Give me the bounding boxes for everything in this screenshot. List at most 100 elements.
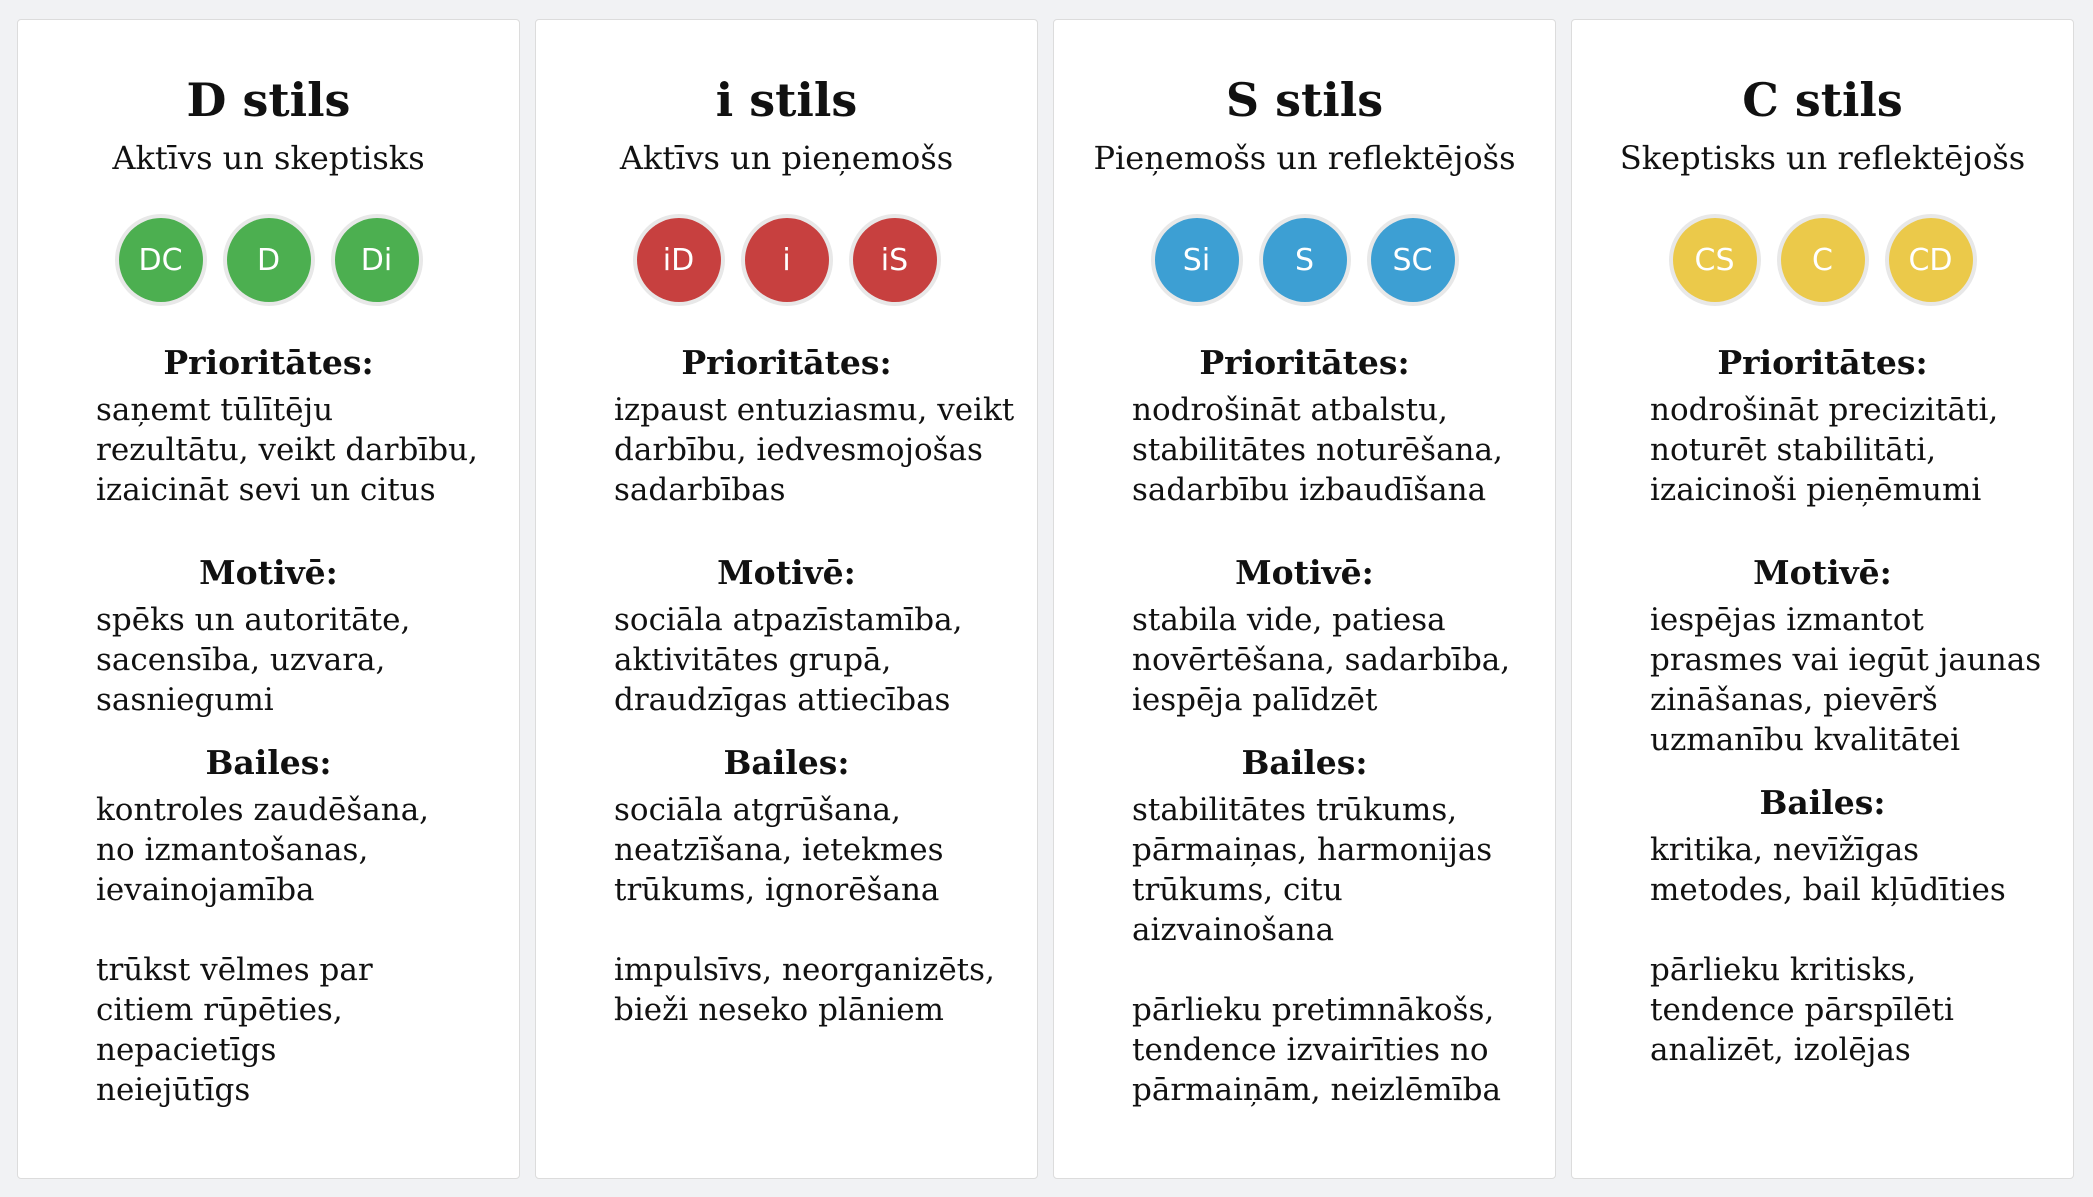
- text-line: darbību, iedvesmojošas: [614, 432, 983, 468]
- text-line: sociāla atpazīstamība,: [614, 602, 963, 638]
- section-heading: Prioritātes:: [163, 343, 374, 382]
- style-card: i stils Aktīvs un pieņemošs iD i iS Prioritāt…: [535, 19, 1038, 1179]
- section-heading: Motivē:: [199, 553, 338, 592]
- text-line: noturēt stabilitāti,: [1650, 432, 1937, 468]
- section-text: stabila vide, patiesa novērtēšana, sadarb…: [1054, 600, 1555, 720]
- badge: DC: [118, 218, 203, 302]
- card-subtitle: Pieņemošs un reflektējošs: [1093, 139, 1516, 177]
- text-line: zināšanas, pievērš: [1650, 682, 1938, 718]
- text-line: analizēt, izolējas: [1650, 1032, 1911, 1068]
- text-line: stabilitātes noturēšana,: [1132, 432, 1503, 468]
- badge: i: [744, 218, 829, 302]
- badge: CS: [1672, 218, 1757, 302]
- text-line: pārlieku pretimnākošs,: [1132, 992, 1495, 1028]
- card-title: C stils: [1742, 73, 1903, 127]
- section-text: iespējas izmantot prasmes vai iegūt jauna…: [1572, 600, 2073, 760]
- section-text: pārlieku pretimnākošs, tendence izvairīti…: [1054, 990, 1555, 1110]
- text-line: izaicinoši pieņēmumi: [1650, 472, 1982, 508]
- text-line: neiejūtīgs: [96, 1072, 251, 1108]
- text-line: kritika, nevīžīgas: [1650, 832, 1920, 868]
- text-line: kontroles zaudēšana,: [96, 792, 430, 828]
- badge: iS: [852, 218, 937, 302]
- text-line: pārmaiņām, neizlēmība: [1132, 1072, 1501, 1108]
- badge-row: DC D Di: [18, 218, 519, 302]
- text-line: izaicināt sevi un citus: [96, 472, 436, 508]
- section-heading: Bailes:: [205, 743, 332, 782]
- badge: iD: [636, 218, 721, 302]
- badge: D: [226, 218, 311, 302]
- text-line: sociāla atgrūšana,: [614, 792, 901, 828]
- section-heading: Bailes:: [1241, 743, 1368, 782]
- style-card: D stils Aktīvs un skeptisks DC D Di Prioritāt…: [17, 19, 520, 1179]
- text-line: trūkums, citu: [1132, 872, 1343, 908]
- section-heading: Motivē:: [1235, 553, 1374, 592]
- text-line: spēks un autoritāte,: [96, 602, 411, 638]
- section-text: sociāla atpazīstamība, aktivitātes grupā,…: [536, 600, 1037, 720]
- text-line: tendence pārspīlēti: [1650, 992, 1954, 1028]
- card-subtitle: Skeptisks un reflektējošs: [1619, 139, 2026, 177]
- style-card: S stils Pieņemošs un reflektējošs Si S SC Pri…: [1053, 19, 1556, 1179]
- text-line: ievainojamība: [96, 872, 315, 908]
- text-line: pārmaiņas, harmonijas: [1132, 832, 1493, 868]
- text-line: izpaust entuziasmu, veikt: [614, 392, 1015, 428]
- section-text: impulsīvs, neorganizēts, bieži neseko plā…: [536, 950, 1037, 1030]
- text-line: saņemt tūlītēju: [96, 392, 334, 428]
- section-heading: Bailes:: [1759, 783, 1886, 822]
- text-line: prasmes vai iegūt jaunas: [1650, 642, 2042, 678]
- badge: S: [1262, 218, 1347, 302]
- text-line: sasniegumi: [96, 682, 274, 718]
- text-line: citiem rūpēties,: [96, 992, 343, 1028]
- section-text: kritika, nevīžīgas metodes, bail kļūdītie…: [1572, 830, 2073, 910]
- text-line: pārlieku kritisks,: [1650, 952, 1917, 988]
- section-text: sociāla atgrūšana, neatzīšana, ietekmes tr…: [536, 790, 1037, 910]
- badge: C: [1780, 218, 1865, 302]
- section-text: kontroles zaudēšana, no izmantošanas, ieva…: [18, 790, 519, 910]
- section-heading: Prioritātes:: [1717, 343, 1928, 382]
- style-card: C stils Skeptisks un reflektējošs CS C CD Pri…: [1571, 19, 2074, 1179]
- text-line: metodes, bail kļūdīties: [1650, 872, 2006, 908]
- text-line: stabila vide, patiesa: [1132, 602, 1446, 638]
- text-line: stabilitātes trūkums,: [1132, 792, 1458, 828]
- text-line: aktivitātes grupā,: [614, 642, 892, 678]
- card-subtitle: Aktīvs un pieņemošs: [619, 139, 954, 177]
- section-text: spēks un autoritāte, sacensība, uzvara, sa…: [18, 600, 519, 720]
- badge-row: Si S SC: [1054, 218, 1555, 302]
- section-heading: Prioritātes:: [681, 343, 892, 382]
- card-title: D stils: [186, 73, 351, 127]
- section-text: pārlieku kritisks, tendence pārspīlēti ana…: [1572, 950, 2073, 1070]
- section-text: nodrošināt precizitāti, noturēt stabilitā…: [1572, 390, 2073, 510]
- text-line: impulsīvs, neorganizēts,: [614, 952, 995, 988]
- text-line: sadarbības: [614, 472, 786, 508]
- section-heading: Motivē:: [1753, 553, 1892, 592]
- badge: Si: [1154, 218, 1239, 302]
- text-line: nodrošināt precizitāti,: [1650, 392, 1999, 428]
- text-line: nodrošināt atbalstu,: [1132, 392, 1448, 428]
- section-text: nodrošināt atbalstu, stabilitātes noturēš…: [1054, 390, 1555, 510]
- badge-row: iD i iS: [536, 218, 1037, 302]
- card-title: i stils: [715, 73, 858, 127]
- section-text: izpaust entuziasmu, veikt darbību, iedves…: [536, 390, 1037, 510]
- badge: CD: [1888, 218, 1973, 302]
- section-heading: Bailes:: [723, 743, 850, 782]
- text-line: nepacietīgs: [96, 1032, 277, 1068]
- section-text: stabilitātes trūkums, pārmaiņas, harmonij…: [1054, 790, 1555, 950]
- text-line: sacensība, uzvara,: [96, 642, 386, 678]
- text-line: sadarbību izbaudīšana: [1132, 472, 1487, 508]
- text-line: trūkst vēlmes par: [96, 952, 373, 988]
- text-line: rezultātu, veikt darbību,: [96, 432, 478, 468]
- text-line: iespēja palīdzēt: [1132, 682, 1378, 718]
- card-subtitle: Aktīvs un skeptisks: [112, 139, 425, 177]
- text-line: uzmanību kvalitātei: [1650, 722, 1960, 758]
- section-heading: Motivē:: [717, 553, 856, 592]
- section-text: trūkst vēlmes par citiem rūpēties, nepacie…: [18, 950, 519, 1110]
- card-title: S stils: [1225, 73, 1384, 127]
- text-line: trūkums, ignorēšana: [614, 872, 940, 908]
- section-heading: Prioritātes:: [1199, 343, 1410, 382]
- badge-row: CS C CD: [1572, 218, 2073, 302]
- badge: Di: [334, 218, 419, 302]
- text-line: no izmantošanas,: [96, 832, 369, 868]
- text-line: tendence izvairīties no: [1132, 1032, 1489, 1068]
- text-line: iespējas izmantot: [1650, 602, 1924, 638]
- text-line: aizvainošana: [1132, 912, 1335, 948]
